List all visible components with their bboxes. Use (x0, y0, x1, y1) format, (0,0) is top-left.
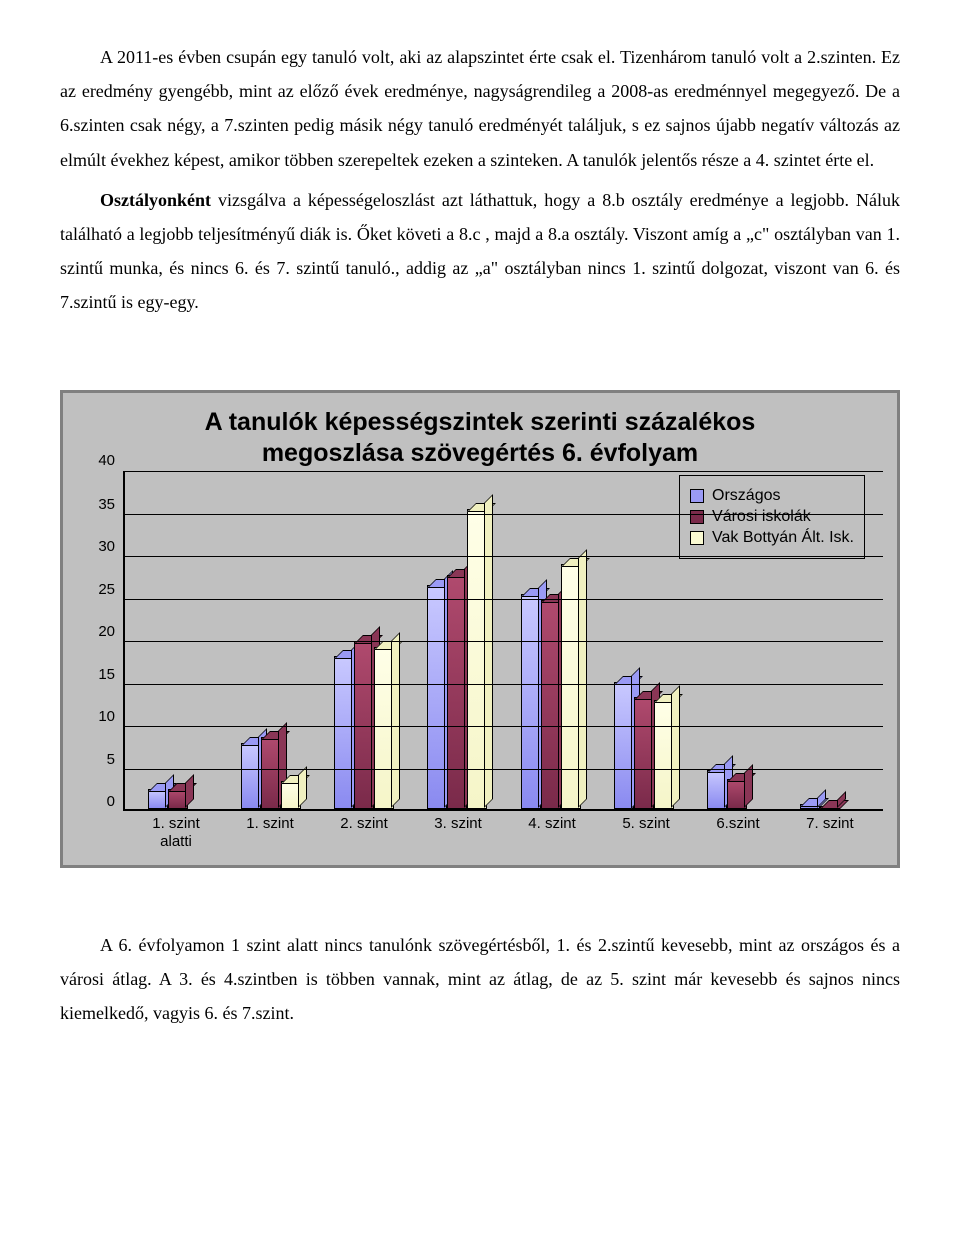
gridline (125, 726, 883, 727)
y-tick-40: 40 (77, 452, 123, 471)
bar (521, 594, 541, 809)
chart-bar-groups (125, 471, 883, 809)
chart-title-line1: A tanulók képességszintek szerinti száza… (77, 407, 883, 438)
bar-group (334, 641, 394, 809)
x-tick-label: 1. szint (246, 815, 294, 851)
bar (654, 700, 674, 809)
bar (374, 647, 394, 809)
chart-x-axis-labels: 1. szintalatti 1. szint 2. szint 3. szint 4.… (123, 811, 883, 851)
bar (334, 656, 354, 809)
gridline (125, 769, 883, 770)
paragraph-2: Osztályonként vizsgálva a képességeloszl… (60, 183, 900, 320)
bar (354, 641, 374, 809)
gridline (125, 556, 883, 557)
x-tick-label: 2. szint (340, 815, 388, 851)
bar (541, 600, 561, 809)
paragraph-1: A 2011-es évben csupán egy tanuló volt, … (60, 40, 900, 177)
chart-title-line2: megoszlása szövegértés 6. évfolyam (262, 438, 698, 469)
x-tick-label: 6.szint (716, 815, 759, 851)
bar (727, 779, 747, 809)
bar-group (521, 564, 581, 809)
bar-group (614, 682, 674, 810)
bar (447, 575, 467, 809)
bar (707, 770, 727, 809)
x-tick-label: 3. szint (434, 815, 482, 851)
gridline (125, 471, 883, 472)
chart-plot-area: OrszágosVárosi iskolákVak Bottyán Ált. I… (123, 471, 883, 811)
bar (148, 789, 168, 809)
bar (168, 789, 188, 809)
bar (820, 806, 840, 809)
x-tick-label: 7. szint (806, 815, 854, 851)
gridline (125, 599, 883, 600)
x-tick-label: 1. szintalatti (152, 815, 200, 851)
bar (800, 804, 820, 809)
chart-plot-row: 35302520151050 OrszágosVárosi iskolákVak… (77, 471, 883, 811)
chart-title: A tanulók képességszintek szerinti száza… (77, 407, 883, 470)
bar (241, 743, 261, 809)
chart-container: A tanulók képességszintek szerinti száza… (60, 390, 900, 869)
gridline (125, 684, 883, 685)
bar (467, 509, 487, 809)
bar (561, 564, 581, 809)
bar-group (800, 804, 860, 809)
gridline (125, 641, 883, 642)
chart-y-axis: 35302520151050 (77, 471, 123, 811)
bar-group (148, 789, 208, 809)
bar (634, 697, 654, 809)
paragraph-3: A 6. évfolyamon 1 szint alatt nincs tanu… (60, 928, 900, 1031)
x-tick-label: 4. szint (528, 815, 576, 851)
bar (281, 781, 301, 809)
x-tick-label: 5. szint (622, 815, 670, 851)
bar-group (427, 509, 487, 809)
bar-group (707, 770, 767, 809)
bar (261, 737, 281, 809)
paragraph-2-bold: Osztályonként (100, 190, 211, 210)
gridline (125, 514, 883, 515)
bar (614, 682, 634, 810)
bar-group (241, 737, 301, 809)
bar (427, 585, 447, 809)
